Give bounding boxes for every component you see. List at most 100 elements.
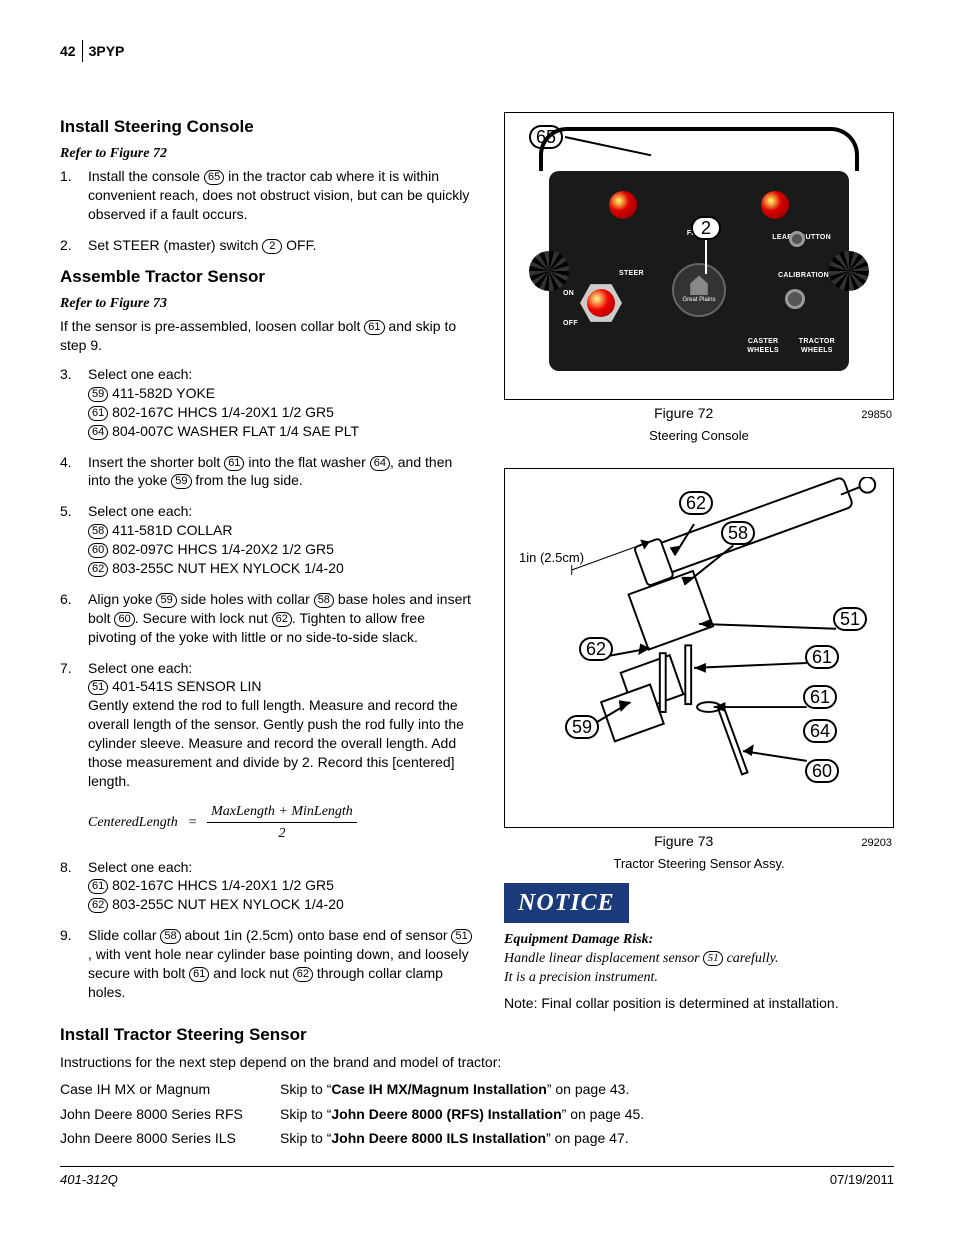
step-1: 1. Install the console 65 in the tractor…	[60, 167, 474, 224]
brand-table: Case IH MX or Magnum Skip to “Case IH MX…	[60, 1080, 894, 1149]
ref-64: 64	[88, 425, 108, 440]
ref-59: 59	[156, 593, 176, 608]
ref-60: 60	[114, 612, 134, 627]
ref-64: 64	[370, 456, 390, 471]
step-num: 7.	[60, 659, 88, 791]
text: ” on page 45.	[562, 1106, 645, 1122]
ref-58: 58	[88, 524, 108, 539]
step-num: 4.	[60, 453, 88, 491]
callout-2: 2	[691, 216, 721, 240]
heading-install-console: Install Steering Console	[60, 116, 474, 139]
text: It is a precision instrument.	[504, 970, 658, 985]
text: 802-097C HHCS 1/4-20X2 1/2 GR5	[108, 541, 334, 557]
callout-64: 64	[803, 719, 837, 743]
figure-72-caption-row: Figure 72 29850	[504, 404, 894, 423]
text: Set STEER (master) switch	[88, 237, 262, 253]
callout-62: 62	[579, 637, 613, 661]
centered-length-formula: CenteredLength = MaxLength + MinLength 2	[88, 803, 474, 844]
ref-61: 61	[88, 406, 108, 421]
text: and lock nut	[209, 965, 292, 981]
callout-59: 59	[565, 715, 599, 739]
learn-button-icon	[789, 231, 805, 247]
text: Select one each:	[88, 660, 192, 676]
right-column: 65 FLOAT STEER ON OFF LEARN BUTTON CALIB…	[504, 112, 894, 1014]
callout-62: 62	[679, 491, 713, 515]
refer-fig72: Refer to Figure 72	[60, 145, 474, 164]
text: into the flat washer	[244, 454, 369, 470]
assemble-intro: If the sensor is pre-assembled, loosen c…	[60, 317, 474, 355]
callout-61: 61	[805, 645, 839, 669]
notice-title: Equipment Damage Risk:	[504, 931, 894, 950]
intro: Instructions for the next step depend on…	[60, 1053, 894, 1072]
callout-61: 61	[803, 685, 837, 709]
link-text: Case IH MX/Magnum Installation	[331, 1081, 546, 1097]
text: side holes with collar	[177, 591, 314, 607]
ref-62: 62	[293, 967, 313, 982]
text: Handle linear displacement sensor	[504, 951, 703, 966]
heading-assemble: Assemble Tractor Sensor	[60, 266, 474, 289]
notice-label: NOTICE	[506, 885, 627, 921]
text: Skip to “	[280, 1106, 331, 1122]
image-id: 29203	[861, 836, 892, 851]
text: 803-255C NUT HEX NYLOCK 1/4-20	[108, 560, 344, 576]
step-num: 1.	[60, 167, 88, 224]
ref-61: 61	[224, 456, 244, 471]
step-num: 2.	[60, 236, 88, 255]
label-caster: CASTER WHEELS	[747, 337, 779, 356]
step-num: 5.	[60, 502, 88, 578]
knob-icon	[529, 251, 569, 291]
step-4: 4. Insert the shorter bolt 61 into the f…	[60, 453, 474, 491]
formula-lhs: CenteredLength	[88, 814, 178, 833]
label-cal: CALIBRATION	[778, 271, 829, 280]
page-header: 42 3PYP	[60, 40, 894, 62]
text: ” on page 43.	[547, 1081, 630, 1097]
ref-61: 61	[88, 879, 108, 894]
ref-61: 61	[364, 320, 384, 335]
ref-59: 59	[88, 387, 108, 402]
ref-2: 2	[262, 239, 282, 254]
notice-body: Handle linear displacement sensor 51 car…	[504, 950, 894, 988]
figure-72: 65 FLOAT STEER ON OFF LEARN BUTTON CALIB…	[504, 112, 894, 400]
text: 802-167C HHCS 1/4-20X1 1/2 GR5	[108, 877, 334, 893]
text: about 1in (2.5cm) onto base end of senso…	[181, 927, 452, 943]
step-num: 9.	[60, 926, 88, 1002]
cal-button-icon	[785, 289, 805, 309]
table-row: John Deere 8000 Series RFS Skip to “John…	[60, 1105, 894, 1124]
callout-2-leader: 2	[691, 216, 721, 274]
text: Gently extend the rod to full length. Me…	[88, 697, 464, 789]
text: OFF.	[282, 237, 316, 253]
text: Insert the shorter bolt	[88, 454, 224, 470]
text: ” on page 47.	[546, 1130, 629, 1146]
step-3: 3. Select one each: 59 411-582D YOKE 61 …	[60, 365, 474, 441]
brand-col: Case IH MX or Magnum	[60, 1080, 280, 1099]
ref-58: 58	[314, 593, 334, 608]
step-5: 5. Select one each: 58 411-581D COLLAR 6…	[60, 502, 474, 578]
page-number: 42	[60, 42, 76, 61]
ref-62: 62	[88, 898, 108, 913]
ref-51: 51	[703, 951, 723, 966]
image-id: 29850	[861, 408, 892, 423]
ref-60: 60	[88, 543, 108, 558]
text: If the sensor is pre-assembled, loosen c…	[60, 318, 364, 334]
formula-eq: =	[188, 814, 197, 833]
label-steer: STEER	[619, 269, 644, 278]
text: carefully.	[723, 951, 778, 966]
step-8: 8. Select one each: 61 802-167C HHCS 1/4…	[60, 858, 474, 915]
footer-right: 07/19/2011	[830, 1171, 894, 1189]
text: Skip to “	[280, 1081, 331, 1097]
dimension-label: 1in (2.5cm)	[519, 549, 584, 567]
text: Slide collar	[88, 927, 160, 943]
ref-59: 59	[171, 474, 191, 489]
figure-number: Figure 72	[506, 404, 861, 423]
table-row: John Deere 8000 Series ILS Skip to “John…	[60, 1129, 894, 1148]
step-num: 6.	[60, 590, 88, 647]
text: Skip to “	[280, 1130, 331, 1146]
label-off: OFF	[563, 319, 578, 328]
label-on: ON	[563, 289, 574, 298]
step-num: 8.	[60, 858, 88, 915]
ref-62: 62	[272, 612, 292, 627]
link-text: John Deere 8000 ILS Installation	[331, 1130, 546, 1146]
ref-62: 62	[88, 562, 108, 577]
ref-51: 51	[88, 680, 108, 695]
text: . Secure with lock nut	[135, 610, 272, 626]
